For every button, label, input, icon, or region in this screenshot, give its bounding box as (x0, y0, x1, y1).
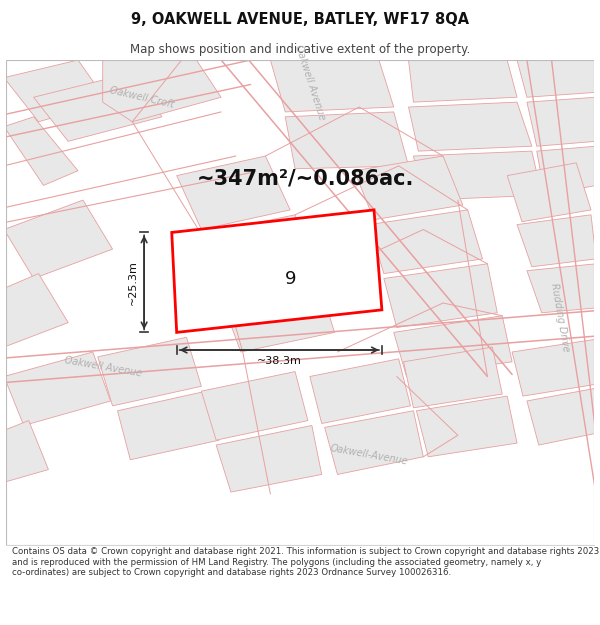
Text: Oakwell Croft: Oakwell Croft (109, 85, 175, 109)
Polygon shape (527, 98, 596, 146)
Polygon shape (527, 388, 596, 445)
Polygon shape (384, 264, 497, 328)
Polygon shape (271, 60, 394, 112)
Text: Map shows position and indicative extent of the property.: Map shows position and indicative extent… (130, 43, 470, 56)
Polygon shape (517, 60, 596, 98)
Polygon shape (98, 338, 202, 406)
Text: Contains OS data © Crown copyright and database right 2021. This information is : Contains OS data © Crown copyright and d… (12, 548, 599, 578)
Text: ~38.3m: ~38.3m (257, 356, 302, 366)
Polygon shape (118, 391, 219, 460)
Polygon shape (404, 347, 502, 408)
Polygon shape (34, 72, 162, 141)
Polygon shape (4, 352, 110, 426)
Polygon shape (103, 60, 221, 122)
Polygon shape (4, 200, 113, 279)
Polygon shape (527, 264, 596, 312)
Text: Rudding Drive: Rudding Drive (548, 282, 571, 353)
Polygon shape (221, 279, 335, 352)
Polygon shape (409, 102, 532, 151)
Polygon shape (4, 274, 68, 347)
Polygon shape (4, 421, 49, 482)
Text: ~25.3m: ~25.3m (128, 260, 138, 305)
Text: Oakwell Avenue: Oakwell Avenue (63, 355, 142, 378)
Polygon shape (517, 215, 596, 267)
Text: 9: 9 (285, 270, 296, 288)
Polygon shape (507, 163, 591, 222)
Polygon shape (216, 426, 322, 492)
Polygon shape (413, 151, 542, 200)
Polygon shape (172, 210, 382, 332)
Polygon shape (176, 156, 290, 229)
Polygon shape (416, 396, 517, 457)
Text: Oakwell-Avenue: Oakwell-Avenue (329, 443, 409, 467)
Polygon shape (202, 372, 308, 440)
Polygon shape (285, 112, 409, 169)
Text: 9, OAKWELL AVENUE, BATLEY, WF17 8QA: 9, OAKWELL AVENUE, BATLEY, WF17 8QA (131, 12, 469, 27)
Polygon shape (512, 339, 596, 396)
Polygon shape (310, 359, 410, 424)
Polygon shape (354, 156, 463, 220)
Polygon shape (4, 60, 107, 122)
Polygon shape (394, 316, 512, 376)
Text: Oakwell Avenue: Oakwell Avenue (293, 44, 327, 121)
Polygon shape (537, 146, 596, 195)
Text: ~347m²/~0.086ac.: ~347m²/~0.086ac. (196, 169, 414, 189)
Polygon shape (325, 411, 424, 474)
Polygon shape (4, 117, 78, 186)
Polygon shape (409, 60, 517, 102)
Polygon shape (202, 215, 315, 293)
Polygon shape (369, 210, 482, 274)
